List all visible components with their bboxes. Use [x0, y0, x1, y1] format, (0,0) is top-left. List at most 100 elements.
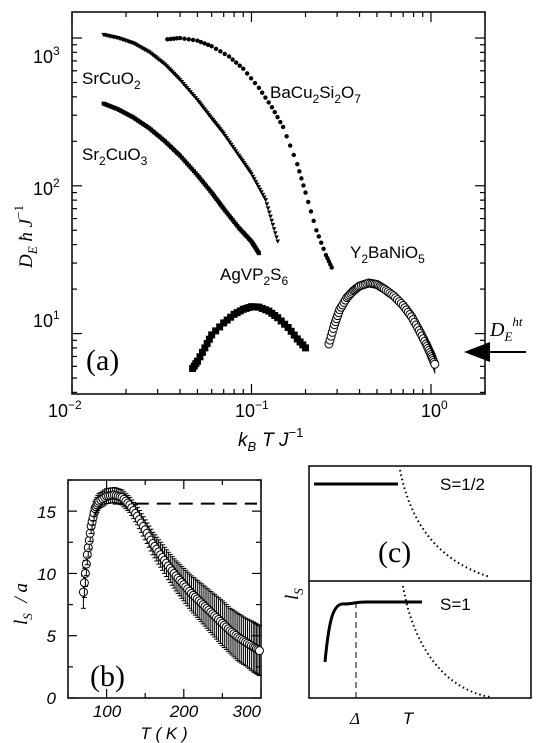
c-xtick-label-delta: Δ [349, 709, 360, 728]
a-xlabel: kB T J−1 [238, 425, 303, 454]
point-bacu2si2o7 [244, 71, 250, 76]
point-bacu2si2o7 [318, 240, 324, 245]
c-panel-label: (c) [378, 536, 411, 569]
point-agvp2s6 [287, 327, 295, 335]
point-bacu2si2o7 [269, 105, 275, 110]
point-srcuo2 [263, 198, 268, 203]
b-ylabel: lS / a [11, 583, 35, 625]
point-srcuo2 [256, 185, 261, 190]
panel-a-frame [71, 11, 486, 395]
point-bacu2si2o7 [233, 60, 239, 65]
point-bacu2si2o7 [186, 37, 191, 42]
point-bacu2si2o7 [218, 49, 223, 54]
point-bacu2si2o7 [275, 114, 280, 120]
point-srcuo2 [260, 192, 266, 198]
point-srcuo2 [224, 136, 230, 141]
point-bacu2si2o7 [278, 119, 283, 125]
point-srcuo2 [250, 174, 256, 179]
c-s12-label: S=1/2 [440, 475, 485, 494]
point-agvp2s6 [196, 353, 204, 361]
point-srcuo2 [268, 214, 273, 219]
point-bacu2si2o7 [209, 44, 214, 49]
point-bacu2si2o7 [299, 176, 304, 181]
series-label-bacu2si2o7: BaCu2Si2O7 [270, 83, 361, 106]
point-bacu2si2o7 [202, 41, 207, 46]
point-agvp2s6 [208, 331, 216, 339]
point-bacu2si2o7 [280, 124, 286, 130]
point-srcuo2 [265, 206, 271, 211]
point-srcuo2 [270, 222, 276, 228]
series-y2banio5 [324, 278, 440, 374]
point-srcuo2 [227, 140, 233, 145]
point-bacu2si2o7 [222, 51, 227, 57]
point-bacu2si2o7 [182, 36, 187, 41]
point-sr2cuo3 [256, 251, 261, 256]
point-srcuo2 [264, 202, 270, 207]
point-agvp2s6 [198, 348, 206, 356]
point-bacu2si2o7 [301, 183, 306, 188]
point-srcuo2 [252, 177, 257, 182]
point-bacu2si2o7 [284, 134, 289, 139]
point-srcuo2 [267, 210, 272, 215]
series-srcuo2 [101, 32, 281, 244]
panel-a: 10−2 10−1 100 101 102 103 kB T J−1 DE ħ J… [11, 11, 526, 454]
point-bacu2si2o7 [272, 109, 277, 115]
point-srcuo2 [269, 218, 275, 223]
point-srcuo2 [231, 147, 237, 152]
point-bacu2si2o7 [213, 46, 219, 51]
point-srcuo2 [275, 239, 281, 244]
point-srcuo2 [221, 131, 226, 136]
point-bacu2si2o7 [237, 63, 242, 68]
point-srcuo2 [222, 133, 228, 139]
series-sr2cuo3 [101, 101, 261, 256]
point-srcuo2 [228, 142, 234, 147]
point-bacu2si2o7 [198, 39, 204, 45]
panel-b-marks [78, 486, 264, 677]
point-srcuo2 [271, 227, 277, 232]
point-srcuo2 [235, 151, 240, 156]
point-bacu2si2o7 [190, 37, 196, 43]
dht-arrow-head [464, 342, 490, 362]
point-agvp2s6 [290, 331, 298, 339]
point-agvp2s6 [212, 327, 220, 335]
point-bacu2si2o7 [308, 209, 314, 214]
panel-a-marks [101, 32, 440, 374]
point-srcuo2 [230, 144, 236, 150]
b-xtick-label-2: 200 [169, 702, 199, 721]
b-point [80, 568, 90, 578]
point-bacu2si2o7 [303, 190, 308, 195]
point-srcuo2 [274, 235, 279, 240]
point-bacu2si2o7 [165, 37, 170, 42]
point-y2banio5 [430, 359, 440, 369]
a-ytick-label-3: 103 [33, 44, 60, 67]
b-ytick-label-4: 15 [37, 503, 56, 522]
point-bacu2si2o7 [171, 36, 176, 41]
a-ylabel: DE ħ J−1 [11, 205, 40, 269]
b-xlabel: T ( K ) [140, 724, 187, 743]
point-srcuo2 [249, 172, 254, 177]
point-bacu2si2o7 [205, 42, 211, 48]
point-srcuo2 [253, 179, 259, 185]
series-bacu2si2o7 [165, 35, 334, 270]
point-srcuo2 [233, 149, 239, 154]
point-bacu2si2o7 [266, 100, 271, 105]
panel-label-b: (b) [90, 660, 125, 693]
a-ytick-label-2: 102 [33, 176, 60, 199]
point-bacu2si2o7 [241, 66, 246, 71]
point-bacu2si2o7 [321, 246, 326, 252]
point-bacu2si2o7 [252, 80, 258, 86]
point-bacu2si2o7 [297, 169, 302, 174]
c-dotted-curve-lower [402, 585, 491, 698]
point-agvp2s6 [201, 344, 209, 352]
series-label-srcuo2: SrCuO2 [82, 69, 141, 92]
point-bacu2si2o7 [226, 54, 232, 59]
point-srcuo2 [254, 182, 260, 187]
b-point [81, 559, 91, 569]
point-bacu2si2o7 [263, 95, 268, 100]
dht-annotation: DEht [489, 314, 523, 344]
point-bacu2si2o7 [329, 265, 334, 270]
b-ytick-label-3: 10 [37, 565, 56, 584]
series-agvp2s6 [189, 303, 310, 373]
point-bacu2si2o7 [259, 90, 265, 95]
